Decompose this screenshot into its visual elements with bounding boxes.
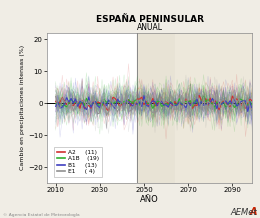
Text: AEMet: AEMet xyxy=(231,208,257,217)
Text: A: A xyxy=(250,207,257,217)
Bar xyxy=(137,33,175,183)
Text: ESPAÑA PENINSULAR: ESPAÑA PENINSULAR xyxy=(95,15,204,24)
Text: © Agencia Estatal de Meteorología: © Agencia Estatal de Meteorología xyxy=(3,213,79,217)
Bar xyxy=(175,33,252,183)
X-axis label: AÑO: AÑO xyxy=(140,195,159,204)
Text: ANUAL: ANUAL xyxy=(136,23,162,32)
Y-axis label: Cambio en precipitaciones intensas (%): Cambio en precipitaciones intensas (%) xyxy=(20,45,25,170)
Legend: A2     (11), A1B    (19), B1     (13), E1     ( 4): A2 (11), A1B (19), B1 (13), E1 ( 4) xyxy=(54,147,102,177)
